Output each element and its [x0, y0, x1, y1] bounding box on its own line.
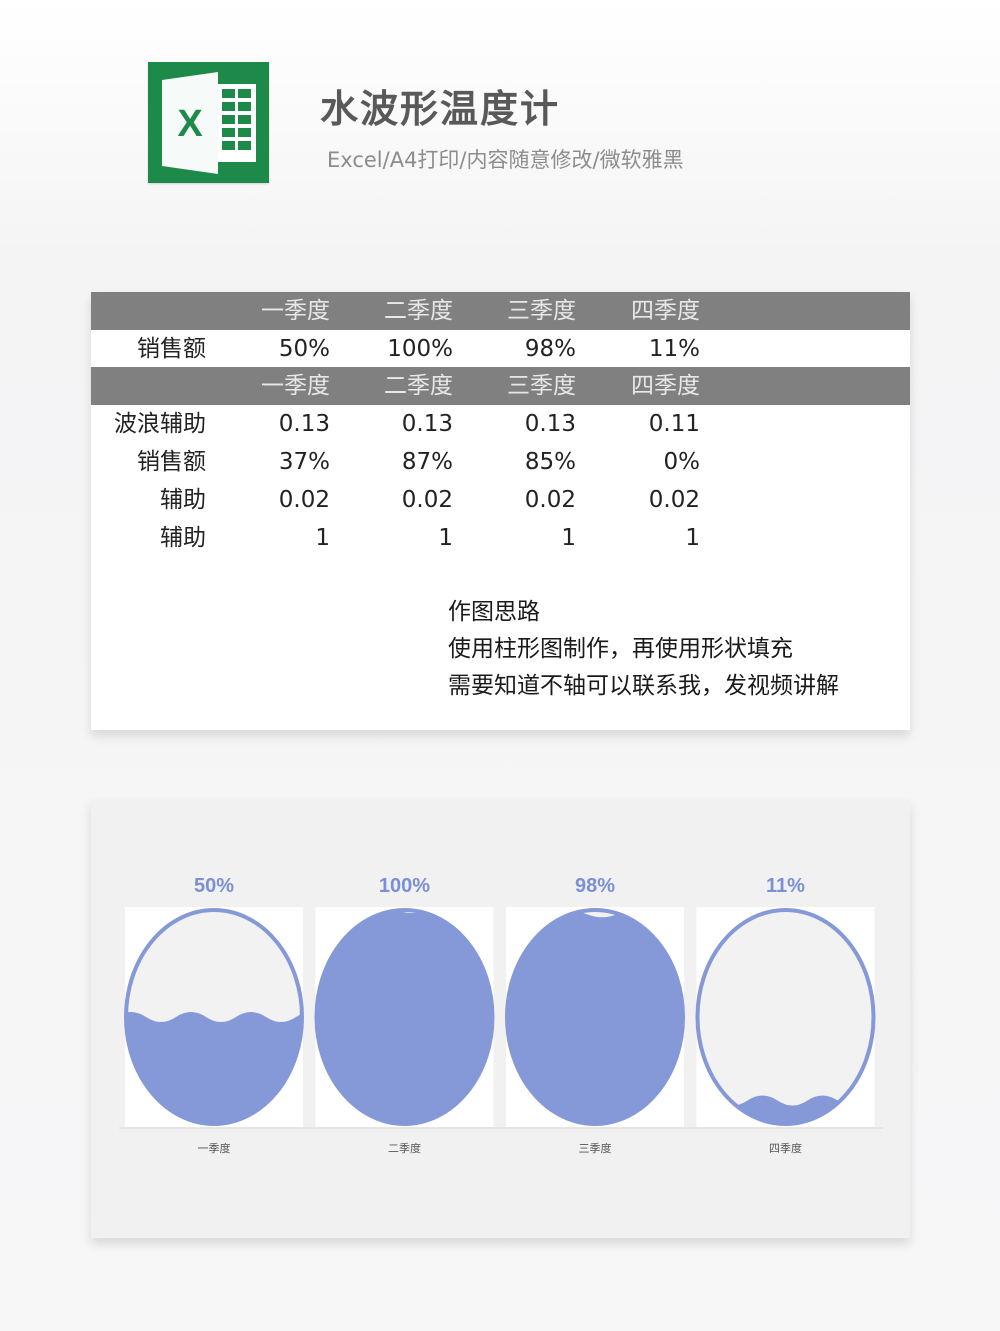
table-cell[interactable]: 1: [685, 525, 700, 551]
table-cell[interactable]: 0.02: [401, 487, 453, 513]
table-cell[interactable]: 0.13: [524, 411, 576, 437]
excel-logo-icon: X: [148, 62, 269, 183]
logo-letter: X: [177, 103, 203, 145]
header-cell[interactable]: 二季度: [384, 373, 453, 399]
row-label[interactable]: 辅助: [160, 525, 206, 551]
table-cell[interactable]: 100%: [387, 336, 453, 362]
table-cell[interactable]: 1: [561, 525, 576, 551]
table-row: 销售额 50% 100% 98% 11%: [91, 330, 910, 368]
header-cell[interactable]: 三季度: [507, 298, 576, 324]
gauge-outline: [695, 908, 876, 1126]
header-cell[interactable]: 三季度: [507, 373, 576, 399]
category-tick-label: 三季度: [579, 1141, 612, 1155]
notes-line[interactable]: 需要知道不轴可以联系我，发视频讲解: [448, 673, 839, 699]
table-cell[interactable]: 1: [438, 525, 453, 551]
gauge-bg: [697, 910, 874, 1124]
data-label: 100%: [379, 875, 430, 897]
row-label[interactable]: 销售额: [137, 336, 206, 362]
table-header-row: 一季度 二季度 三季度 四季度: [91, 367, 910, 405]
data-label: 11%: [766, 875, 805, 897]
gauge-outline: [314, 908, 495, 1126]
notes-line[interactable]: 使用柱形图制作，再使用形状填充: [448, 636, 793, 662]
page-title: 水波形温度计: [320, 87, 561, 131]
table-row: 辅助 1 1 1 1: [91, 519, 910, 557]
data-label: 98%: [575, 875, 615, 897]
table-row: 销售额 37% 87% 85% 0%: [91, 443, 910, 481]
notes-block: 作图思路 使用柱形图制作，再使用形状填充 需要知道不轴可以联系我，发视频讲解: [448, 594, 839, 705]
table-cell[interactable]: 50%: [278, 336, 330, 362]
header-cell[interactable]: 一季度: [261, 298, 330, 324]
header-cell[interactable]: 四季度: [631, 373, 700, 399]
row-label[interactable]: 波浪辅助: [114, 411, 206, 437]
header-cell[interactable]: 一季度: [261, 373, 330, 399]
table-cell[interactable]: 0.02: [648, 487, 700, 513]
table-cell[interactable]: 98%: [524, 336, 576, 362]
table-cell[interactable]: 0.13: [278, 411, 330, 437]
gauge-outline: [124, 908, 304, 1126]
table-cell[interactable]: 0.13: [401, 411, 453, 437]
table-cell[interactable]: 1: [315, 525, 330, 551]
header-cell[interactable]: 四季度: [631, 298, 700, 324]
gauge-outline: [505, 908, 685, 1126]
row-label[interactable]: 辅助: [160, 487, 206, 513]
table-cell[interactable]: 87%: [401, 449, 453, 475]
table-cell[interactable]: 37%: [278, 449, 330, 475]
table-cell[interactable]: 0.02: [524, 487, 576, 513]
wave-chart-card[interactable]: 50% 一季度 100% 二季度 98% 三季度 11% 四季度: [91, 800, 910, 1238]
table-row: 波浪辅助 0.13 0.13 0.13 0.11: [91, 405, 910, 443]
page-subtitle: Excel/A4打印/内容随意修改/微软雅黑: [327, 148, 684, 172]
wave-chart: 50% 一季度 100% 二季度 98% 三季度 11% 四季度: [119, 875, 883, 1155]
category-tick-label: 四季度: [769, 1141, 802, 1155]
table-cell[interactable]: 11%: [648, 336, 700, 362]
data-label: 50%: [194, 875, 234, 897]
table-cell[interactable]: 0%: [663, 449, 701, 475]
category-tick-label: 二季度: [388, 1141, 421, 1155]
category-tick-label: 一季度: [198, 1141, 231, 1155]
row-label[interactable]: 销售额: [137, 449, 206, 475]
table-header-row: 一季度 二季度 三季度 四季度: [91, 292, 910, 330]
table-cell[interactable]: 0.02: [278, 487, 330, 513]
header-cell[interactable]: 二季度: [384, 298, 453, 324]
notes-heading[interactable]: 作图思路: [448, 599, 540, 625]
table-row: 辅助 0.02 0.02 0.02 0.02: [91, 481, 910, 519]
table-cell[interactable]: 0.11: [648, 411, 700, 437]
data-table-card: 一季度 二季度 三季度 四季度 销售额 50% 100% 98% 11% 一季度…: [91, 292, 910, 730]
table-cell[interactable]: 85%: [524, 449, 576, 475]
